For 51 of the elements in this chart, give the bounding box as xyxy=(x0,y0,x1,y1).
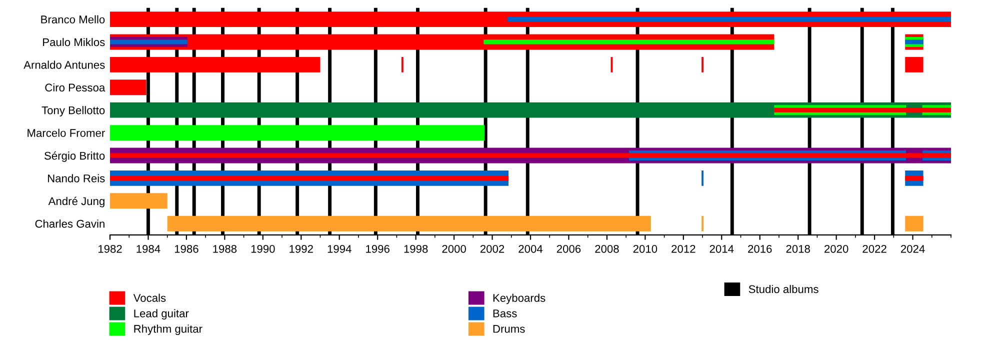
y-tick-label: Marcelo Fromer xyxy=(28,128,105,137)
x-tick-label: 2004 xyxy=(518,244,543,253)
legend-label: Rhythm guitar xyxy=(134,324,202,335)
legend-label: Bass xyxy=(493,310,517,318)
bar xyxy=(110,125,485,141)
x-tick-label: 2024 xyxy=(900,244,925,253)
legend-label: Lead guitar xyxy=(134,309,189,320)
x-tick-label: 2016 xyxy=(748,244,772,253)
x-tick-label: 1988 xyxy=(213,244,237,253)
legend-label: Drums xyxy=(493,325,525,333)
y-tick-label: Tony Bellotto xyxy=(42,106,105,116)
legend-label: Studio albums xyxy=(748,284,818,294)
y-tick-label: Sérgio Britto xyxy=(44,151,105,162)
bar xyxy=(110,56,320,72)
x-tick-label: 2008 xyxy=(595,244,619,253)
x-tick-label: 1994 xyxy=(328,244,352,253)
y-tick-label: Ciro Pessoa xyxy=(45,83,106,92)
bar xyxy=(110,193,168,209)
y-tick-label: André Jung xyxy=(48,196,104,208)
y-tick-label: Arnaldo Antunes xyxy=(24,60,105,69)
bar xyxy=(905,176,924,181)
x-tick-label: 1996 xyxy=(366,244,390,253)
bar xyxy=(110,80,146,96)
x-tick-label: 2022 xyxy=(862,244,886,253)
bar xyxy=(905,40,924,44)
x-tick-label: 2010 xyxy=(633,244,658,253)
x-tick-label: 1990 xyxy=(251,244,275,253)
y-tick-label: Nando Reis xyxy=(48,174,105,182)
bar xyxy=(905,216,924,232)
y-tick-label: Paulo Miklos xyxy=(43,38,105,46)
bar xyxy=(110,176,509,181)
x-tick-label: 2002 xyxy=(480,244,504,253)
x-tick-label: 2014 xyxy=(710,244,734,253)
x-tick-label: 2020 xyxy=(824,244,848,253)
bar xyxy=(774,108,951,112)
x-tick-label: 1982 xyxy=(98,244,122,253)
x-tick-label: 1998 xyxy=(404,244,428,253)
x-tick-label: 1986 xyxy=(174,244,198,253)
bar xyxy=(167,216,651,232)
x-tick-label: 2006 xyxy=(556,244,581,253)
y-tick-label: Charles Gavin xyxy=(35,220,104,228)
legend-label: Vocals xyxy=(133,294,166,302)
y-tick-label: Branco Mello xyxy=(41,15,105,24)
legend-label: Keyboards xyxy=(493,294,546,304)
x-tick-label: 2000 xyxy=(442,244,466,253)
x-tick-label: 1984 xyxy=(136,244,160,253)
bar xyxy=(110,40,188,44)
bar xyxy=(905,56,924,72)
x-tick-label: 2012 xyxy=(672,244,696,253)
x-tick-label: 1992 xyxy=(290,244,313,253)
x-tick-label: 2018 xyxy=(786,244,810,253)
